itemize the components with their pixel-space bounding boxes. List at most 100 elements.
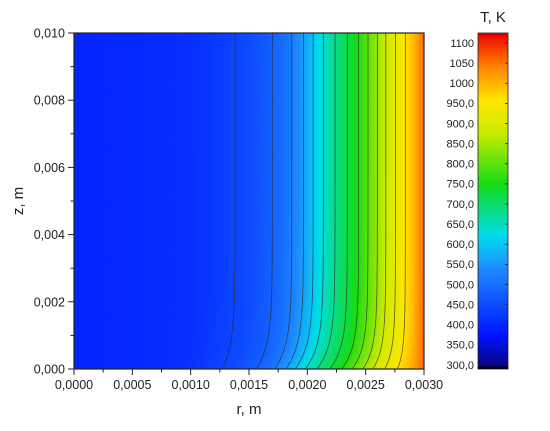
contour-cell (104, 318, 108, 325)
contour-cell (224, 173, 228, 180)
contour-cell (184, 234, 188, 241)
contour-cell (409, 178, 413, 185)
contour-cell (339, 335, 343, 342)
contour-cell (104, 329, 108, 336)
contour-cell (314, 318, 318, 325)
contour-cell (124, 352, 128, 359)
contour-cell (156, 173, 160, 180)
contour-cell (371, 251, 375, 258)
contour-cell (336, 313, 340, 320)
contour-cell (309, 352, 313, 359)
contour-cell (236, 245, 240, 252)
contour-cell (336, 285, 340, 292)
contour-cell (164, 217, 168, 224)
contour-cell (419, 285, 423, 292)
contour-cell (81, 217, 85, 224)
contour-cell (239, 217, 243, 224)
contour-cell (86, 273, 90, 280)
contour-cell (236, 318, 240, 325)
contour-cell (371, 296, 375, 303)
contour-cell (221, 307, 225, 314)
contour-cell (241, 346, 245, 353)
contour-cell (124, 279, 128, 286)
contour-cell (136, 290, 140, 297)
contour-cell (91, 195, 95, 202)
contour-cell (146, 217, 150, 224)
contour-cell (151, 279, 155, 286)
contour-cell (109, 307, 113, 314)
contour-cell (156, 189, 160, 196)
contour-cell (231, 296, 235, 303)
contour-cell (106, 229, 110, 236)
contour-cell (129, 273, 133, 280)
contour-cell (419, 329, 423, 336)
contour-cell (124, 257, 128, 264)
contour-cell (349, 189, 353, 196)
contour-cell (206, 240, 210, 247)
contour-cell (109, 173, 113, 180)
contour-cell (176, 285, 180, 292)
contour-cell (311, 363, 315, 369)
contour-cell (231, 329, 235, 336)
contour-cell (116, 173, 120, 180)
contour-cell (196, 240, 200, 247)
contour-cell (81, 245, 85, 252)
contour-cell (91, 318, 95, 325)
contour-cell (106, 341, 110, 348)
contour-cell (221, 234, 225, 241)
contour-cell (419, 173, 423, 180)
contour-cell (219, 217, 223, 224)
contour-cell (221, 178, 225, 185)
contour-cell (396, 184, 400, 191)
contour-cell (339, 296, 343, 303)
contour-cell (259, 184, 263, 191)
contour-cell (284, 273, 288, 280)
contour-cell (261, 206, 265, 213)
contour-cell (314, 251, 318, 258)
contour-cell (129, 178, 133, 185)
contour-cell (166, 251, 170, 258)
contour-cell (294, 279, 298, 286)
contour-cell (341, 324, 345, 331)
contour-cell (391, 206, 395, 213)
contour-cell (289, 329, 293, 336)
contour-cell (421, 223, 424, 230)
contour-cell (146, 257, 150, 264)
contour-cell (289, 313, 293, 320)
contour-cell (146, 201, 150, 208)
contour-cell (84, 357, 88, 364)
contour-cell (161, 341, 165, 348)
contour-cell (196, 206, 200, 213)
contour-cell (326, 352, 330, 359)
contour-cell (261, 178, 265, 185)
contour-cell (334, 173, 338, 180)
contour-cell (101, 313, 105, 320)
contour-cell (309, 346, 313, 353)
contour-cell (264, 273, 268, 280)
contour-cell (164, 357, 168, 364)
contour-cell (161, 240, 165, 247)
contour-cell (221, 262, 225, 269)
contour-cell (364, 206, 368, 213)
contour-cell (249, 223, 253, 230)
contour-cell (276, 189, 280, 196)
contour-cell (76, 357, 80, 364)
contour-cell (231, 240, 235, 247)
contour-cell (131, 268, 135, 275)
contour-cell (364, 352, 368, 359)
contour-cell (151, 285, 155, 292)
contour-cell (386, 245, 390, 252)
contour-cell (176, 346, 180, 353)
contour-cell (414, 363, 418, 369)
contour-cell (154, 346, 158, 353)
contour-cell (279, 318, 283, 325)
contour-cell (116, 318, 120, 325)
contour-cell (146, 335, 150, 342)
contour-cell (376, 201, 380, 208)
contour-cell (126, 257, 130, 264)
contour-cell (341, 240, 345, 247)
contour-cell (294, 245, 298, 252)
contour-cell (301, 335, 305, 342)
contour-cell (261, 229, 265, 236)
contour-cell (196, 217, 200, 224)
